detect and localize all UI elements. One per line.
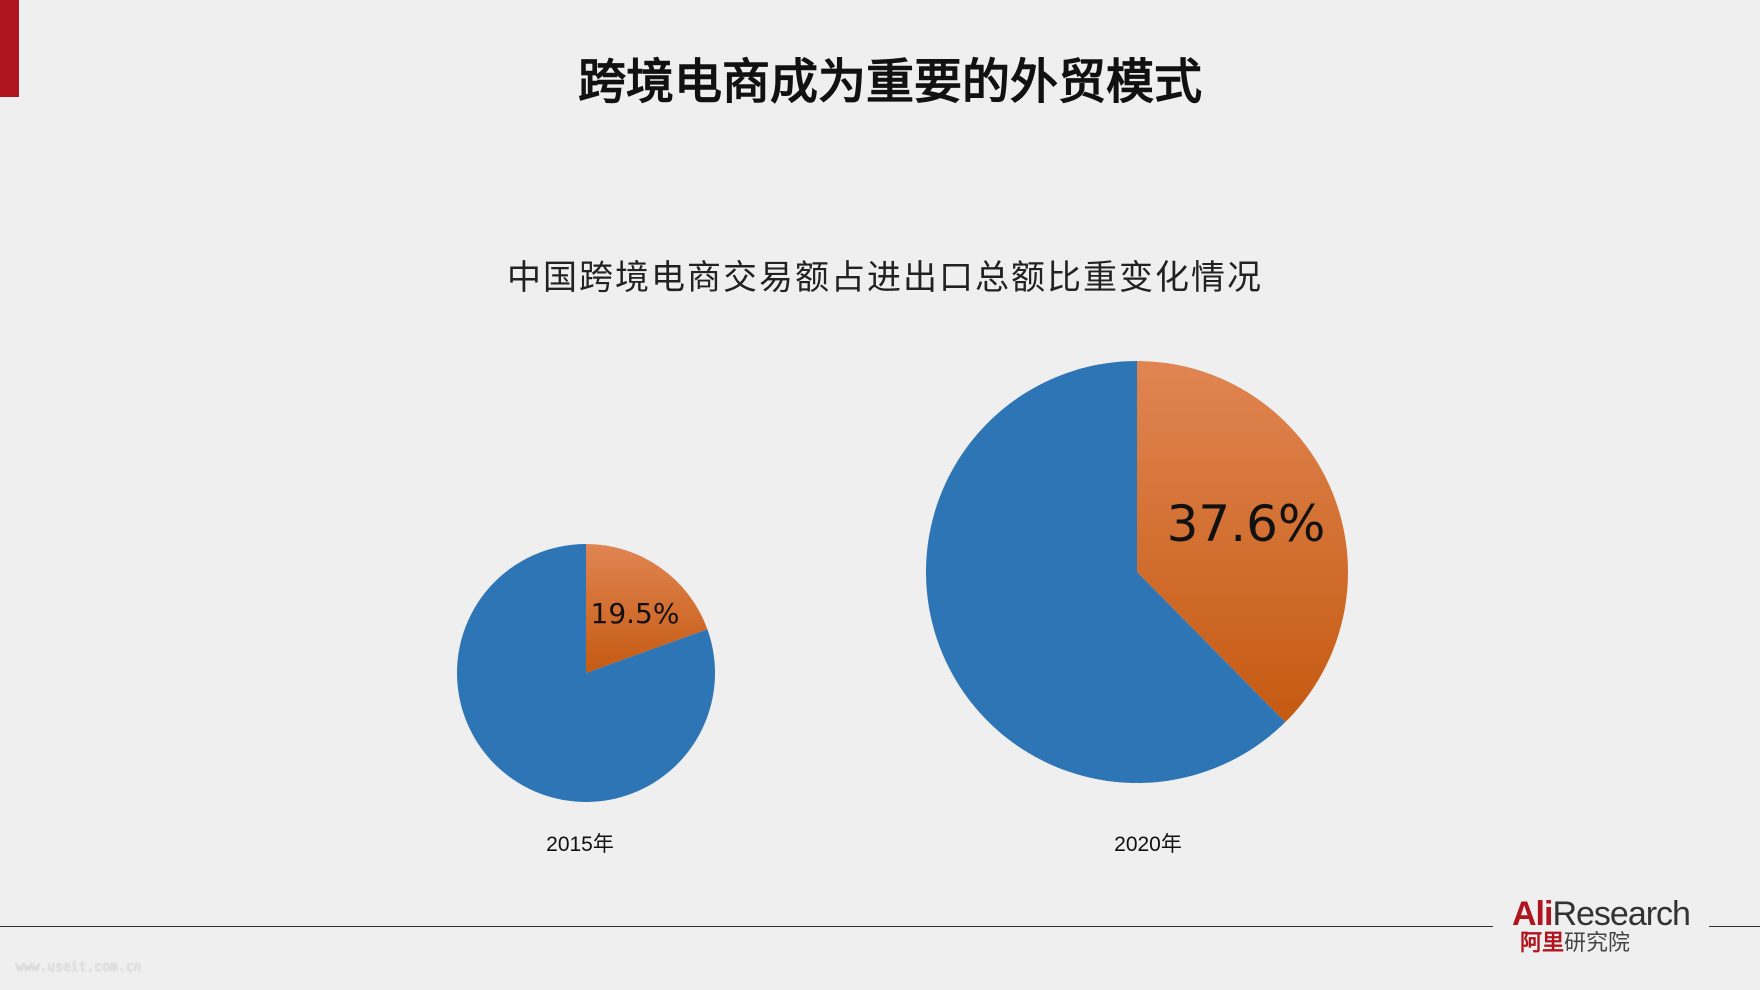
pie-slice-cross-border — [586, 544, 708, 673]
footer-divider-right — [1709, 926, 1760, 927]
data-label-2015: 19.5% — [591, 597, 680, 630]
pie-2015 — [456, 544, 715, 803]
watermark: www.useit.com.cn — [16, 960, 142, 975]
pie-slice-cross-border — [1137, 361, 1348, 723]
aliresearch-logo: AliResearch 阿里研究院 — [1512, 895, 1691, 956]
pie-slice-other — [456, 544, 715, 803]
data-label-2020: 37.6% — [1167, 495, 1326, 553]
pie-2020 — [925, 361, 1348, 784]
accent-bar — [0, 0, 19, 97]
slide-title: 跨境电商成为重要的外贸模式 — [577, 54, 1202, 110]
pie-slice-other — [925, 361, 1286, 784]
footer-divider — [0, 926, 1493, 927]
category-label-2015: 2015年 — [546, 833, 614, 856]
category-label-2020: 2020年 — [1114, 833, 1182, 856]
chart-title: 中国跨境电商交易额占进出口总额比重变化情况 — [507, 258, 1263, 298]
